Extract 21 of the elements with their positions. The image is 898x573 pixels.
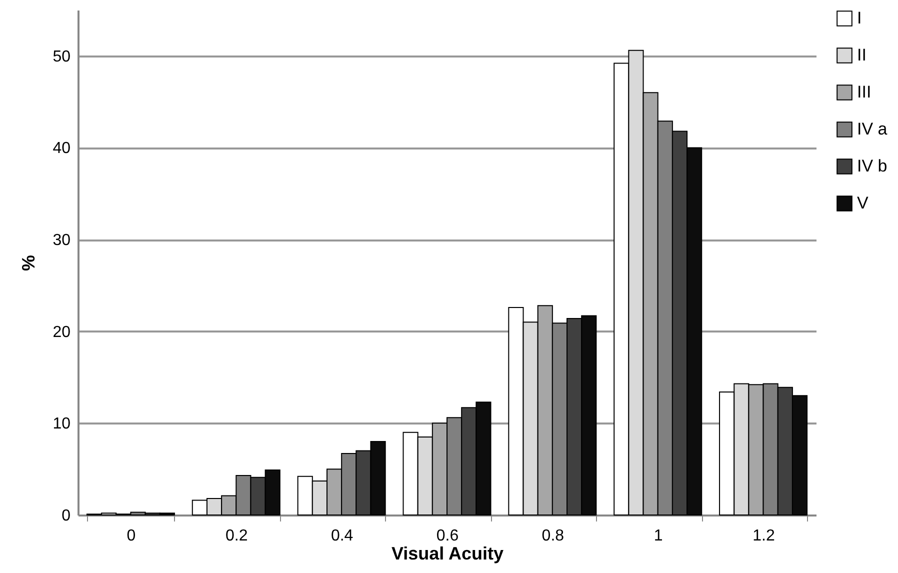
y-tick-label: 20 <box>52 324 71 341</box>
y-tick-label: 50 <box>52 48 71 66</box>
y-axis-title: % <box>18 254 39 272</box>
y-tick-label: 30 <box>52 232 71 250</box>
x-tick-label: 1.2 <box>752 528 776 544</box>
legend-label: V <box>857 194 869 212</box>
legend-label: IV a <box>857 120 888 138</box>
x-axis-title: Visual Acuity <box>391 544 504 564</box>
x-tick-label: 1 <box>654 528 663 544</box>
legend-label: III <box>857 82 872 102</box>
x-tick-label: 0.8 <box>542 528 564 544</box>
x-tick-label: 0.2 <box>226 528 248 544</box>
legend-label: II <box>857 46 866 64</box>
y-tick-label: 10 <box>52 416 71 433</box>
x-tick-label: 0.6 <box>436 528 459 544</box>
y-tick-label: 0 <box>62 508 71 524</box>
x-tick-label: 0 <box>126 528 136 544</box>
legend-label: IV b <box>857 156 888 176</box>
x-tick-label: 0.4 <box>330 528 354 544</box>
legend-label: I <box>857 8 862 28</box>
y-tick-label: 40 <box>52 140 71 158</box>
